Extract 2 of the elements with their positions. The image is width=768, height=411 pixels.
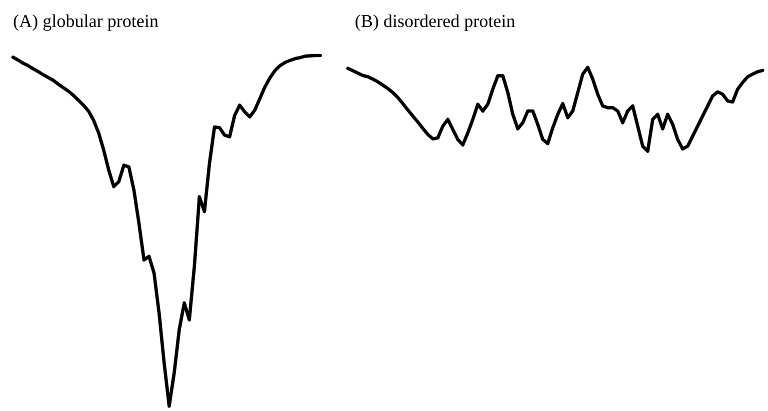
chart-title: (B) disordered protein [356, 14, 515, 31]
chart-title: (A) globular protein [14, 14, 158, 31]
